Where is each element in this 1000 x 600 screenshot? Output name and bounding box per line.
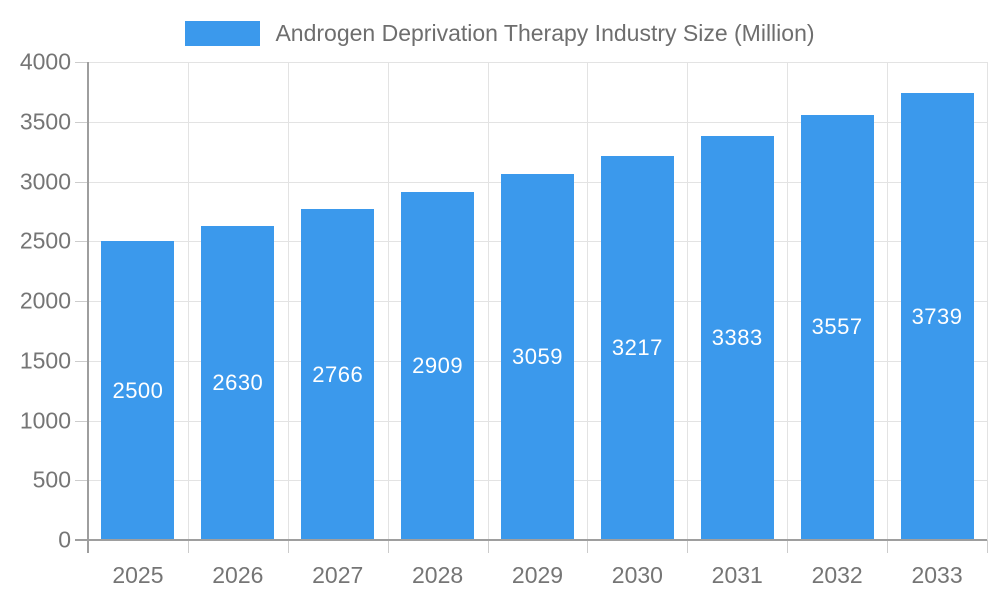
bar-2029: 3059 <box>501 174 574 540</box>
bar-2033: 3739 <box>900 93 974 540</box>
x-axis-tick <box>687 540 689 553</box>
chart-title: Androgen Deprivation Therapy Industry Si… <box>275 20 815 46</box>
y-axis-tick-label: 1500 <box>19 347 71 374</box>
y-axis-tick <box>75 480 88 482</box>
gridline-vertical <box>487 62 489 540</box>
gridline-vertical <box>787 62 789 540</box>
y-axis-tick <box>75 181 88 183</box>
y-axis-tick-label: 0 <box>58 526 71 553</box>
y-axis-tick-label: 3000 <box>19 168 71 194</box>
x-axis-tick-label: 2028 <box>412 562 464 588</box>
x-axis-tick <box>487 540 489 553</box>
x-axis-tick-label: 2025 <box>112 562 164 588</box>
y-axis-tick-label: 3500 <box>19 108 71 135</box>
x-axis-tick-label: 2030 <box>611 562 663 588</box>
y-axis-tick-label: 1000 <box>19 407 71 433</box>
gridline-vertical <box>887 62 889 540</box>
legend-swatch <box>185 20 261 46</box>
x-axis-tick-label: 2029 <box>511 562 564 588</box>
x-axis-tick <box>787 540 789 553</box>
y-axis-tick-label: 4000 <box>19 48 71 75</box>
x-axis-tick-label: 2031 <box>711 562 763 588</box>
bar-value-label: 3059 <box>512 344 563 370</box>
bar-2032: 3557 <box>800 114 874 540</box>
y-axis-tick <box>75 241 88 243</box>
x-axis-tick-label: 2032 <box>811 562 863 588</box>
chart-legend: Androgen Deprivation Therapy Industry Si… <box>0 18 1000 48</box>
x-axis-tick-label: 2033 <box>911 562 963 588</box>
y-axis-tick <box>75 301 88 302</box>
y-axis-tick <box>75 62 88 63</box>
x-axis-line <box>75 539 987 541</box>
bar-2028: 2909 <box>401 192 475 540</box>
y-axis-tick <box>75 420 88 422</box>
bar-value-label: 2500 <box>112 377 164 403</box>
y-axis-tick-label: 500 <box>32 466 71 493</box>
gridline-vertical <box>187 62 189 540</box>
x-axis-tick-label: 2027 <box>312 562 364 588</box>
gridline-horizontal <box>88 62 987 63</box>
y-axis-tick-label: 2500 <box>19 227 71 254</box>
y-axis-tick <box>75 121 88 123</box>
gridline-vertical <box>987 62 988 540</box>
bar-value-label: 3383 <box>711 324 763 350</box>
gridline-vertical <box>387 62 389 540</box>
gridline-vertical <box>687 62 689 540</box>
x-axis-tick <box>387 540 389 553</box>
bar-2031: 3383 <box>700 135 774 540</box>
x-axis-tick <box>587 540 589 553</box>
bar-value-label: 2630 <box>212 369 264 395</box>
y-axis-tick <box>75 360 88 362</box>
x-axis-tick <box>287 540 289 553</box>
bar-2025: 2500 <box>101 241 175 540</box>
bar-value-label: 2909 <box>412 353 464 379</box>
gridline-horizontal <box>88 121 987 123</box>
x-axis-tick <box>987 540 988 553</box>
y-axis-line <box>87 62 89 553</box>
x-axis-tick <box>887 540 889 553</box>
gridline-vertical <box>287 62 289 540</box>
x-axis-tick-label: 2026 <box>212 562 264 588</box>
gridline-vertical <box>587 62 589 540</box>
bar-2027: 2766 <box>301 209 375 540</box>
bar-value-label: 2766 <box>312 361 364 387</box>
bar-2030: 3217 <box>600 155 674 540</box>
bar-value-label: 3557 <box>811 314 863 340</box>
x-axis-tick <box>187 540 189 553</box>
bar-value-label: 3217 <box>611 334 663 360</box>
bar-2026: 2630 <box>201 225 275 540</box>
y-axis-tick-label: 2000 <box>19 287 71 314</box>
bar-value-label: 3739 <box>911 303 963 329</box>
